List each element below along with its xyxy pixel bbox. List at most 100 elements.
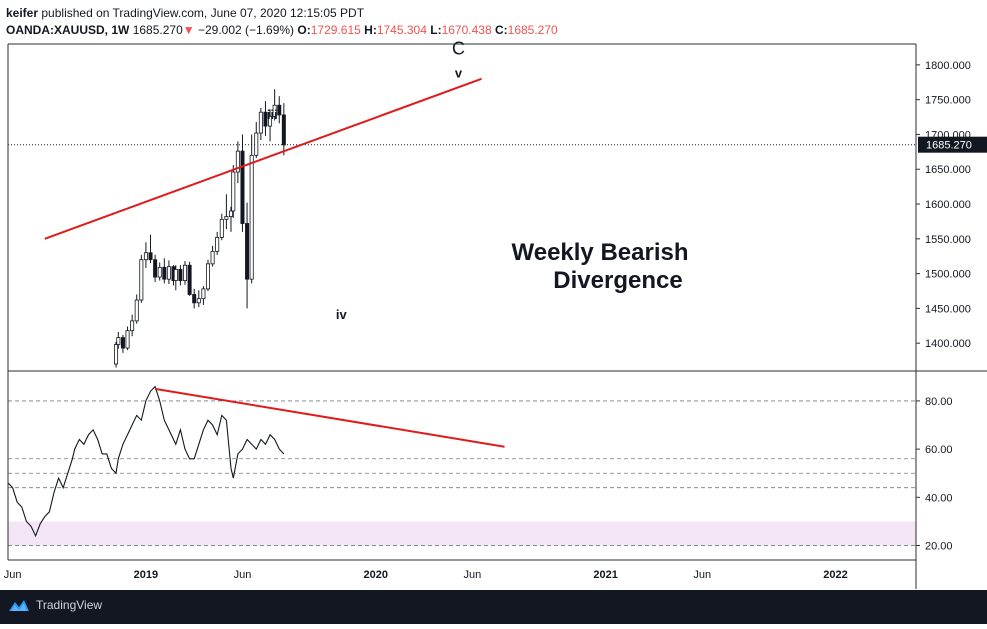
candle <box>130 314 135 337</box>
candle-body <box>240 150 245 224</box>
candle-body <box>153 259 158 278</box>
price-pane[interactable]: 1800.0001750.0001700.0001650.0001600.000… <box>0 38 987 368</box>
price-tick-label: 1800.000 <box>925 60 971 72</box>
candle-body <box>139 259 144 301</box>
rsi-oversold-band <box>8 521 916 546</box>
low-value: 1670.438 <box>441 23 492 37</box>
footer-bar: TradingView <box>0 590 987 624</box>
candle <box>281 103 286 156</box>
open-value: 1729.615 <box>310 23 361 37</box>
candle <box>268 109 273 142</box>
wave-label: C <box>452 38 465 58</box>
time-tick-label: Jun <box>234 569 252 581</box>
candle <box>153 254 158 282</box>
tradingview-brand[interactable]: TradingView <box>8 598 102 612</box>
candle-body <box>258 111 263 134</box>
high-value: 1745.304 <box>376 23 427 37</box>
time-tick-label: Jun <box>4 569 22 581</box>
low-label: L: <box>430 23 442 37</box>
candle <box>272 89 277 121</box>
candle-body <box>157 266 162 278</box>
high-label: H: <box>364 23 377 37</box>
author-name[interactable]: keifer <box>6 6 39 20</box>
candle-body <box>228 210 233 217</box>
candle <box>192 288 197 309</box>
rsi-tick-label: 20.00 <box>925 541 953 553</box>
time-tick-label: 2020 <box>364 569 388 581</box>
candle <box>258 108 263 141</box>
candle-body <box>219 218 224 238</box>
annotation-text: Divergence <box>553 267 682 294</box>
time-tick-label: Jun <box>463 569 481 581</box>
change-down-icon: ▼ <box>182 23 195 37</box>
symbol-label[interactable]: OANDA:XAUUSD, 1W <box>6 23 130 37</box>
rsi-pane[interactable]: 80.00 60.00 40.00 20.00 Jun 2019 Jun 2020 Jun 202… <box>4 385 953 582</box>
wave-label: iv <box>336 307 348 322</box>
time-tick-label: Jun <box>693 569 711 581</box>
open-label: O: <box>297 23 311 37</box>
candle <box>240 134 245 232</box>
time-tick-label: 2021 <box>593 569 617 581</box>
rsi-trendline <box>154 387 505 448</box>
candle <box>166 260 171 285</box>
candle <box>139 254 144 303</box>
candle <box>245 202 250 309</box>
candle-body <box>254 132 259 156</box>
candle-body <box>235 150 240 173</box>
candle-body <box>249 154 254 280</box>
rsi-tick-label: 40.00 <box>925 492 953 504</box>
price-change: −29.002 (−1.69%) <box>197 23 295 37</box>
candle-body <box>196 298 201 304</box>
candle-body <box>183 264 188 281</box>
candle-body <box>192 294 197 304</box>
candle-body <box>178 269 183 281</box>
candle-body <box>210 250 215 265</box>
publish-info: published on TradingView.com, June 07, 2… <box>41 6 365 20</box>
candle-body <box>205 263 210 290</box>
candle-body <box>173 269 178 281</box>
wave-label: iii <box>267 107 278 122</box>
candle-body <box>130 320 135 332</box>
candle <box>210 245 215 267</box>
candle <box>114 341 119 368</box>
candle-body <box>263 111 268 127</box>
candle <box>201 286 206 305</box>
price-tick-label: 1450.000 <box>925 303 971 315</box>
candle <box>116 332 121 349</box>
price-tick-label: 1750.000 <box>925 95 971 107</box>
candle <box>196 290 201 307</box>
price-tick-label: 1600.000 <box>925 199 971 211</box>
candle <box>134 294 139 324</box>
chart-header: keifer published on TradingView.com, Jun… <box>0 0 987 40</box>
candle-body <box>114 344 119 365</box>
candle-body <box>201 288 206 300</box>
time-tick-label: 2022 <box>823 569 847 581</box>
candle <box>148 234 153 264</box>
candle-body <box>268 115 273 127</box>
candle <box>120 334 125 353</box>
price-tick-label: 1400.000 <box>925 338 971 350</box>
price-tick-label: 1500.000 <box>925 269 971 281</box>
candle <box>235 141 240 184</box>
ohlc-line: OANDA:XAUUSD, 1W 1685.270▼ −29.002 (−1.6… <box>6 22 558 38</box>
candle <box>277 96 282 124</box>
price-tick-label: 1650.000 <box>925 164 971 176</box>
candle-body <box>281 114 286 146</box>
publish-line: keifer published on TradingView.com, Jun… <box>6 5 364 21</box>
candle-body <box>224 216 229 220</box>
candle-body <box>215 237 220 252</box>
candle-body <box>143 252 148 261</box>
time-tick-label: 2019 <box>134 569 158 581</box>
candle <box>231 165 236 218</box>
rsi-tick-label: 80.00 <box>925 396 953 408</box>
candle <box>143 242 148 269</box>
rsi-series-line <box>7 385 285 538</box>
candle-body <box>272 104 277 117</box>
candle <box>187 261 192 296</box>
candle <box>173 265 178 291</box>
candle <box>125 326 130 351</box>
candle-body <box>231 171 236 212</box>
